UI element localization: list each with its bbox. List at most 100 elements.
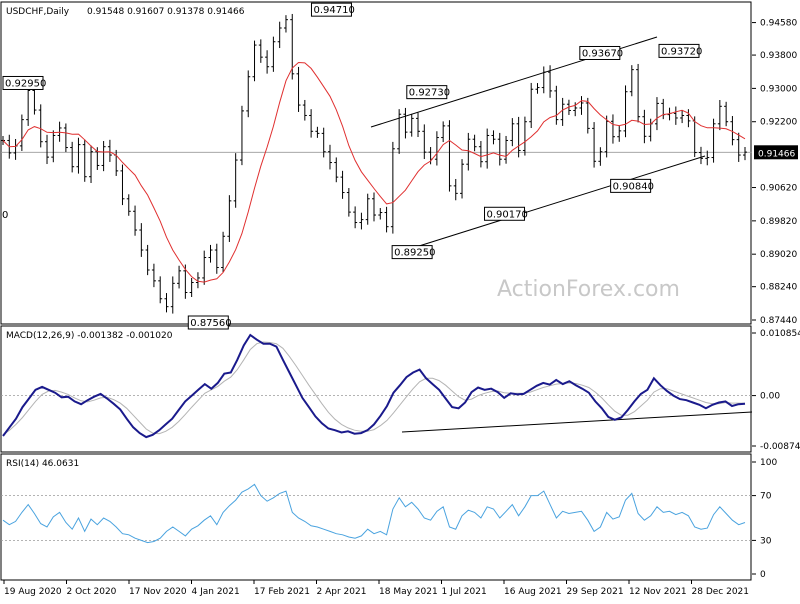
symbol-label: USDCHF,Daily	[6, 7, 70, 17]
price-bar	[164, 293, 169, 313]
price-annotation: 0.94710	[310, 2, 355, 17]
price-bar	[340, 170, 345, 199]
price-bar	[120, 164, 125, 206]
price-tick-label: 0.87440	[760, 316, 797, 326]
price-bar	[617, 125, 622, 142]
price-bar	[202, 250, 207, 285]
moving-average-line	[2, 61, 746, 283]
price-bar	[592, 122, 597, 168]
rsi-tick-label: 0	[760, 570, 766, 580]
price-bar	[258, 39, 263, 63]
price-bar	[585, 97, 590, 134]
annotation-box	[406, 85, 448, 100]
macd-tick-label: -0.008741	[760, 442, 800, 452]
price-bar	[491, 130, 496, 145]
annotation-box	[579, 45, 621, 60]
price-annotations: 0.92950 0.87560 0.94710 0.89250 0.92730 0.901…	[2, 2, 702, 330]
x-tick-label: 4 Jan 2021	[192, 587, 240, 597]
price-bar	[497, 132, 502, 166]
annotation-label: 0.93720	[661, 46, 702, 57]
price-bar	[642, 109, 647, 144]
price-bar	[698, 146, 703, 165]
price-bar	[126, 194, 131, 216]
price-bar	[730, 116, 735, 146]
price-bar	[384, 206, 389, 233]
price-tick-label: 0.92200	[760, 118, 797, 128]
price-bar	[334, 157, 339, 183]
price-bar	[321, 127, 326, 158]
price-bar	[736, 132, 741, 162]
ohlc-readout: 0.91548 0.91607 0.91378 0.91466	[87, 7, 245, 17]
price-bar	[579, 96, 584, 115]
price-bar	[416, 112, 421, 137]
price-bar	[378, 208, 383, 220]
current-price-tag-bg	[754, 145, 798, 160]
price-tick-label: 0.90620	[760, 184, 797, 194]
price-bar	[233, 153, 238, 208]
annotation-label: 0.92730	[409, 88, 450, 99]
price-bar	[195, 272, 200, 289]
annotation-label: 0.93670	[582, 48, 623, 59]
price-pane-frame	[0, 1, 752, 325]
price-bar	[214, 243, 219, 274]
price-tick-label: 0.94580	[760, 19, 797, 29]
macd-tick-label: 0.010854	[760, 329, 800, 339]
annotation-label: 0.92950	[5, 78, 46, 89]
annotation-box	[484, 206, 526, 221]
price-bar	[271, 36, 276, 72]
price-tick-label: 0.93800	[760, 51, 797, 61]
price-tick-label: 0.89020	[760, 250, 797, 260]
price-bar	[434, 131, 439, 166]
price-annotation: 0.93670	[579, 45, 623, 60]
price-bar	[19, 114, 24, 151]
x-tick-label: 2 Apr 2021	[317, 587, 367, 597]
price-bar	[170, 276, 175, 314]
x-tick-label: 1 Jul 2021	[442, 587, 487, 597]
x-tick-label: 12 Nov 2021	[629, 587, 687, 597]
price-bar	[277, 21, 282, 49]
price-bar	[409, 113, 414, 137]
price-bar	[478, 141, 483, 168]
price-bar	[680, 110, 685, 124]
price-bar	[623, 85, 628, 138]
annotation-box	[610, 178, 652, 193]
price-bar	[246, 70, 251, 118]
macd-axis: 0.010854 0.00 -0.008741	[1, 329, 800, 452]
price-tick-label: 0.93000	[760, 84, 797, 94]
x-tick-label: 2 Oct 2020	[67, 587, 117, 597]
rsi-pane-frame	[0, 453, 752, 581]
price-bar	[372, 192, 376, 222]
price-bar	[346, 188, 351, 217]
macd-lines	[2, 333, 746, 439]
rsi-lines	[2, 483, 746, 544]
price-bar	[82, 139, 87, 182]
price-annotation: 0.87560	[187, 315, 232, 330]
price-bar	[227, 195, 232, 242]
price-bar	[158, 276, 163, 304]
left-edge-label: 0	[2, 210, 8, 221]
price-bar	[598, 147, 603, 166]
price-bar	[221, 231, 226, 273]
macd-pane-frame	[0, 325, 752, 453]
price-bar	[183, 264, 188, 299]
price-bar	[101, 141, 106, 172]
price-bar	[133, 205, 138, 236]
price-bar	[353, 206, 358, 229]
price-bar	[365, 193, 370, 225]
price-bar	[32, 85, 37, 115]
price-bar	[516, 116, 521, 158]
price-bar	[26, 84, 31, 126]
x-tick-label: 19 Aug 2020	[4, 587, 62, 597]
price-annotation: 0.90170	[484, 206, 528, 221]
price-bar	[139, 223, 144, 257]
macd-signal-line	[2, 341, 745, 436]
annotation-box	[391, 245, 433, 260]
price-bar	[504, 135, 509, 164]
price-bar	[208, 244, 213, 263]
price-bar	[422, 124, 427, 160]
price-bar	[359, 212, 364, 230]
price-bar	[629, 65, 634, 97]
annotation-label: 0.90170	[487, 209, 528, 220]
price-bar	[453, 178, 458, 201]
